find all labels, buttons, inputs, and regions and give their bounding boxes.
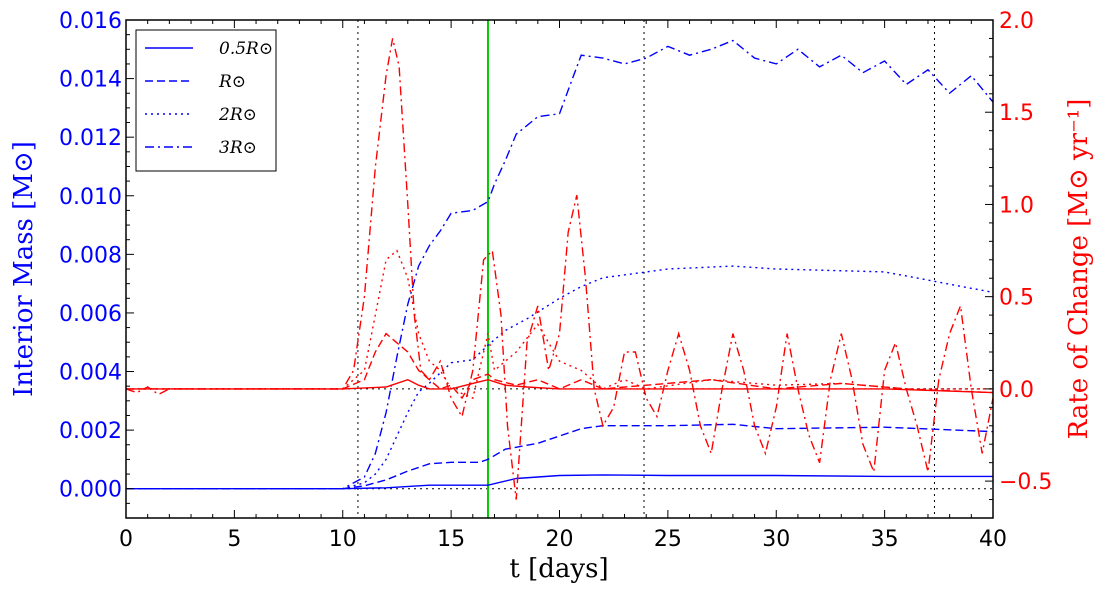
x-tick-label: 20 xyxy=(546,527,574,552)
y-left-tick-label: 0.008 xyxy=(59,243,122,268)
legend: 0.5R⊙ R⊙ 2R⊙ 3R⊙ xyxy=(135,29,277,172)
legend-label: 2R⊙ xyxy=(218,105,257,125)
mass-series-line xyxy=(126,39,994,490)
y-right-tick-label: −0.5 xyxy=(999,470,1052,495)
rate-series-line xyxy=(126,249,993,400)
y-left-axis-label: Interior Mass [M⊙] xyxy=(9,141,39,397)
y-right-tick-label: 0.0 xyxy=(999,378,1034,403)
y-right-tick-label: 0.5 xyxy=(999,286,1034,311)
x-tick-label: 25 xyxy=(654,527,682,552)
rate-of-change-series xyxy=(125,38,994,500)
x-tick-label: 15 xyxy=(437,527,465,552)
x-tick-label: 5 xyxy=(227,527,241,552)
x-tick-label: 0 xyxy=(119,527,133,552)
x-tick-label: 30 xyxy=(762,527,790,552)
plot-frame xyxy=(125,19,994,519)
mass-series-line xyxy=(126,265,994,490)
mass-series-line xyxy=(126,423,994,490)
x-tick-label: 35 xyxy=(871,527,899,552)
rate-series-line xyxy=(126,332,994,400)
y-left-tick-label: 0.004 xyxy=(59,361,122,386)
y-right-tick-label: 1.5 xyxy=(999,101,1034,126)
legend-label: R⊙ xyxy=(218,72,246,92)
legend-label: 0.5R⊙ xyxy=(219,39,273,59)
y-left-tick-label: 0.010 xyxy=(59,185,122,210)
y-left-tick-label: 0.014 xyxy=(59,68,122,93)
tick-labels: 0 5 10 15 20 25 30 35 400.0000.0020.0040.0060.00… xyxy=(59,9,1052,552)
y-left-tick-label: 0.006 xyxy=(59,302,122,327)
y-right-tick-label: 2.0 xyxy=(999,9,1034,34)
y-left-tick-label: 0.016 xyxy=(59,9,122,34)
x-axis-label: t [days] xyxy=(509,554,608,584)
y-left-tick-label: 0.000 xyxy=(59,478,122,503)
y-left-tick-label: 0.002 xyxy=(59,419,122,444)
x-tick-label: 10 xyxy=(329,527,357,552)
mass-series-line xyxy=(126,474,993,490)
interior-mass-series xyxy=(126,39,994,490)
y-right-axis-label: Rate of Change [M⊙ yr⁻¹] xyxy=(1064,99,1094,440)
y-left-tick-label: 0.012 xyxy=(59,126,122,151)
x-tick-label: 40 xyxy=(979,527,1007,552)
legend-label: 3R⊙ xyxy=(219,138,257,158)
y-right-tick-label: 1.0 xyxy=(999,193,1034,218)
rate-series-line xyxy=(125,38,994,500)
